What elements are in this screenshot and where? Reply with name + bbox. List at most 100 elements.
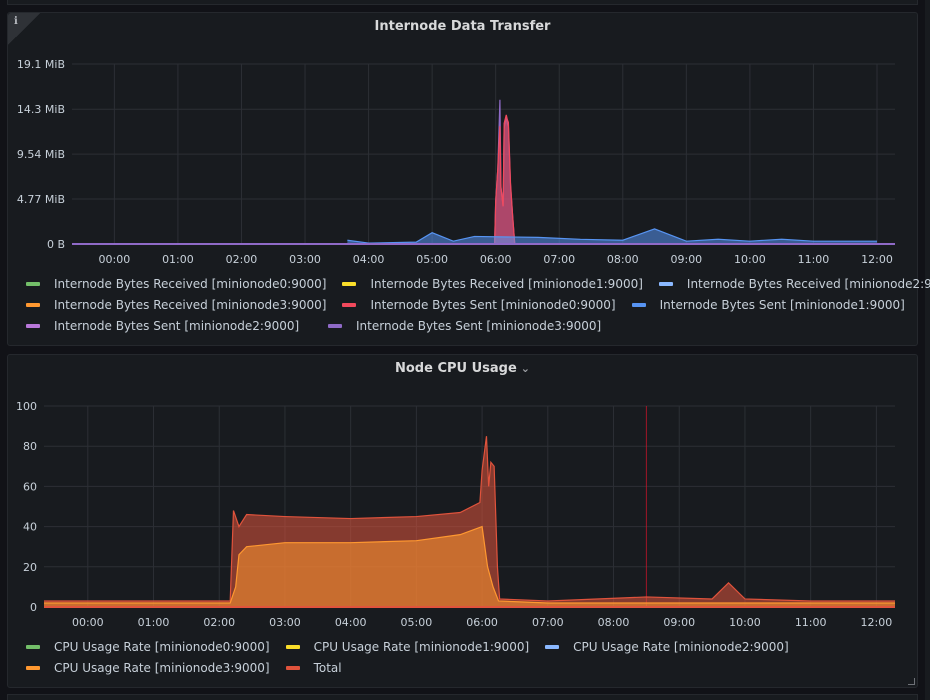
x-tick-label: 07:00 bbox=[543, 253, 575, 266]
legend-item[interactable]: CPU Usage Rate [minionode3:9000] bbox=[26, 661, 270, 675]
legend-row: Internode Bytes Received [minionode0:900… bbox=[26, 273, 930, 294]
legend-swatch bbox=[285, 644, 300, 649]
chart-legend: Internode Bytes Received [minionode0:900… bbox=[26, 273, 930, 336]
legend-item[interactable]: CPU Usage Rate [minionode0:9000] bbox=[26, 640, 270, 654]
legend-swatch bbox=[26, 644, 40, 649]
x-tick-label: 04:00 bbox=[335, 616, 367, 629]
x-tick-label: 12:00 bbox=[861, 616, 893, 629]
x-tick-label: 00:00 bbox=[72, 616, 104, 629]
legend-row: Internode Bytes Received [minionode3:900… bbox=[26, 294, 930, 315]
y-tick-label: 0 B bbox=[47, 238, 65, 251]
legend-swatch bbox=[328, 323, 342, 328]
legend-label: CPU Usage Rate [minionode1:9000] bbox=[313, 639, 530, 654]
x-tick-label: 06:00 bbox=[466, 616, 498, 629]
x-tick-label: 11:00 bbox=[795, 616, 827, 629]
scrollbar-track[interactable] bbox=[925, 0, 930, 700]
x-tick-label: 08:00 bbox=[598, 616, 630, 629]
legend-item[interactable]: Internode Bytes Sent [minionode1:9000] bbox=[631, 298, 905, 312]
x-tick-label: 01:00 bbox=[162, 253, 194, 266]
legend-swatch bbox=[285, 665, 300, 670]
x-tick-label: 10:00 bbox=[729, 616, 761, 629]
legend-label: CPU Usage Rate [minionode3:9000] bbox=[54, 660, 270, 675]
resize-handle-icon[interactable] bbox=[908, 678, 915, 685]
x-tick-label: 03:00 bbox=[269, 616, 301, 629]
chart-legend: CPU Usage Rate [minionode0:9000] CPU Usag… bbox=[26, 636, 805, 678]
legend-item[interactable]: Internode Bytes Sent [minionode2:9000] bbox=[26, 319, 312, 333]
legend-swatch bbox=[26, 302, 40, 307]
series-line bbox=[44, 525, 895, 604]
legend-swatch bbox=[545, 644, 560, 649]
panel-title-text: Internode Data Transfer bbox=[374, 19, 551, 34]
legend-label: Total bbox=[313, 660, 342, 675]
y-tick-label: 80 bbox=[23, 440, 37, 453]
x-tick-label: 06:00 bbox=[480, 253, 512, 266]
y-tick-label: 60 bbox=[23, 480, 37, 493]
y-tick-label: 40 bbox=[23, 521, 37, 534]
x-tick-label: 12:00 bbox=[861, 253, 893, 266]
y-tick-label: 0 bbox=[30, 601, 37, 614]
legend-row: CPU Usage Rate [minionode3:9000] Total bbox=[26, 657, 805, 678]
legend-label: Internode Bytes Received [minionode2:900… bbox=[686, 276, 930, 291]
internode-data-transfer-chart[interactable]: 0 B 4.77 MiB 9.54 MiB 14.3 MiB 19.1 MiB 00:00… bbox=[8, 13, 919, 273]
legend-label: Internode Bytes Received [minionode0:900… bbox=[54, 276, 327, 291]
legend-label: Internode Bytes Sent [minionode2:9000] bbox=[54, 318, 300, 333]
node-cpu-usage-chart[interactable]: 0 20 40 60 80 100 00:00 01:00 02:00 03:00 04:00 05:… bbox=[8, 355, 919, 635]
legend-label: Internode Bytes Sent [minionode3:9000] bbox=[356, 318, 602, 333]
x-tick-label: 01:00 bbox=[138, 616, 170, 629]
legend-item[interactable]: Total bbox=[285, 660, 523, 675]
y-tick-label: 14.3 MiB bbox=[17, 103, 65, 116]
x-tick-label: 11:00 bbox=[798, 253, 830, 266]
chevron-down-icon[interactable]: ⌄ bbox=[520, 362, 531, 375]
series-area bbox=[44, 526, 895, 607]
series-area bbox=[494, 114, 515, 245]
y-tick-label: 9.54 MiB bbox=[17, 148, 65, 161]
legend-item[interactable]: Internode Bytes Sent [minionode0:9000] bbox=[342, 297, 616, 312]
legend-label: Internode Bytes Received [minionode1:900… bbox=[370, 276, 643, 291]
legend-item[interactable]: CPU Usage Rate [minionode1:9000] bbox=[285, 639, 530, 654]
legend-item[interactable]: Internode Bytes Received [minionode3:900… bbox=[26, 298, 326, 312]
legend-label: CPU Usage Rate [minionode0:9000] bbox=[54, 639, 270, 654]
x-tick-label: 07:00 bbox=[532, 616, 564, 629]
legend-swatch bbox=[342, 281, 357, 286]
legend-swatch bbox=[26, 665, 40, 670]
legend-label: Internode Bytes Received [minionode3:900… bbox=[54, 297, 327, 312]
series-line bbox=[44, 436, 895, 602]
legend-label: CPU Usage Rate [minionode2:9000] bbox=[573, 639, 789, 654]
x-tick-label: 05:00 bbox=[416, 253, 448, 266]
legend-swatch bbox=[26, 281, 40, 286]
legend-row: Internode Bytes Sent [minionode2:9000] In… bbox=[26, 315, 930, 336]
legend-row: CPU Usage Rate [minionode0:9000] CPU Usag… bbox=[26, 636, 805, 657]
legend-item[interactable]: Internode Bytes Received [minionode2:900… bbox=[658, 276, 930, 291]
x-tick-label: 09:00 bbox=[663, 616, 695, 629]
y-tick-label: 20 bbox=[23, 561, 37, 574]
legend-swatch bbox=[631, 302, 646, 307]
legend-item[interactable]: Internode Bytes Received [minionode1:900… bbox=[342, 276, 643, 291]
legend-item[interactable]: CPU Usage Rate [minionode2:9000] bbox=[545, 640, 789, 654]
x-tick-label: 08:00 bbox=[607, 253, 639, 266]
next-panel-edge bbox=[7, 694, 918, 700]
panel-title[interactable]: Internode Data Transfer bbox=[8, 19, 917, 34]
info-icon[interactable]: i bbox=[14, 16, 18, 27]
legend-item[interactable]: Internode Bytes Sent [minionode3:9000] bbox=[328, 319, 601, 333]
legend-swatch bbox=[26, 323, 40, 328]
y-tick-label: 4.77 MiB bbox=[17, 193, 65, 206]
panel-title[interactable]: Node CPU Usage ⌄ bbox=[8, 361, 917, 376]
panel-info-corner[interactable]: i bbox=[8, 13, 40, 45]
legend-label: Internode Bytes Sent [minionode0:9000] bbox=[370, 297, 616, 312]
panel-title-text: Node CPU Usage bbox=[394, 361, 517, 376]
x-tick-label: 05:00 bbox=[401, 616, 433, 629]
x-tick-label: 09:00 bbox=[670, 253, 702, 266]
x-tick-label: 04:00 bbox=[353, 253, 385, 266]
node-cpu-usage-panel: Node CPU Usage ⌄ 0 20 40 60 80 100 00:00 01:00 02… bbox=[7, 354, 918, 688]
internode-data-transfer-panel: i Internode Data Transfer 0 B 4.77 MiB 9.5… bbox=[7, 12, 930, 346]
y-tick-label: 100 bbox=[16, 400, 37, 413]
x-tick-label: 00:00 bbox=[99, 253, 131, 266]
y-tick-label: 19.1 MiB bbox=[17, 58, 65, 71]
x-tick-label: 02:00 bbox=[203, 616, 235, 629]
legend-swatch bbox=[658, 281, 673, 286]
x-tick-label: 02:00 bbox=[226, 253, 258, 266]
x-tick-label: 03:00 bbox=[289, 253, 321, 266]
legend-item[interactable]: Internode Bytes Received [minionode0:900… bbox=[26, 277, 326, 291]
legend-swatch bbox=[342, 302, 357, 307]
series-area bbox=[347, 228, 877, 244]
